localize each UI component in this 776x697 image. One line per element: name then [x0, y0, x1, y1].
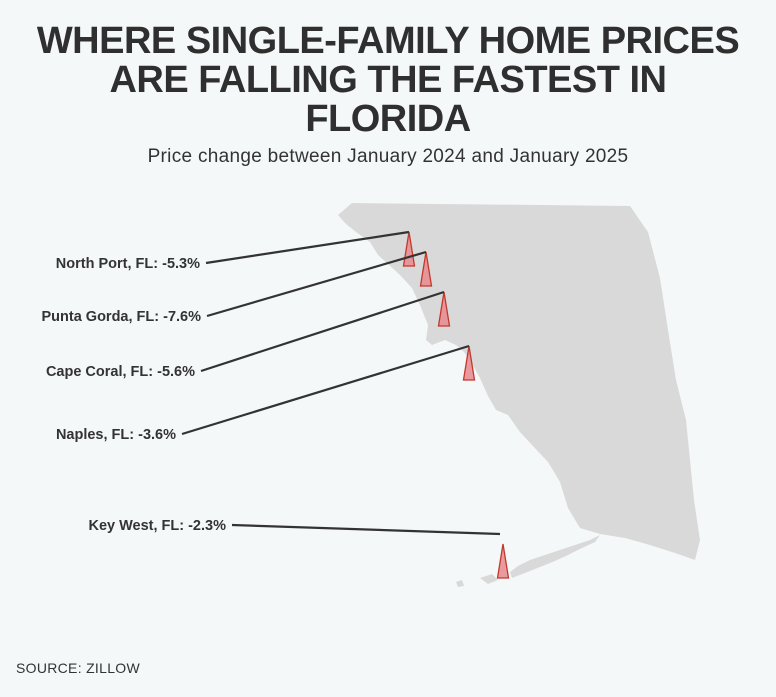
title-line-3: FLORIDA [305, 98, 471, 140]
key-west-island-shape [480, 574, 498, 584]
label-key-west-fl: Key West, FL: -2.3% [88, 518, 226, 534]
label-punta-gorda-fl: Punta Gorda, FL: -7.6% [41, 309, 201, 325]
source-note: SOURCE: ZILLOW [16, 660, 140, 676]
leader-line-key-west-fl [231, 523, 501, 536]
title-line-1: WHERE SINGLE-FAMILY HOME PRICES [36, 20, 740, 62]
marco-island-shape [656, 432, 668, 452]
marker-punta-gorda-fl [419, 251, 433, 287]
chart-title: WHERE SINGLE-FAMILY HOME PRICES ARE FALL… [0, 22, 776, 139]
dry-tortugas-shape [456, 580, 464, 587]
label-cape-coral-fl: Cape Coral, FL: -5.6% [46, 364, 195, 380]
leader-line-cape-coral-fl [200, 290, 445, 373]
leader-line-north-port-fl [205, 230, 410, 265]
title-line-2: ARE FALLING THE FASTEST IN [109, 59, 667, 101]
label-naples-fl: Naples, FL: -3.6% [56, 427, 176, 443]
leader-line-punta-gorda-fl [206, 250, 427, 318]
florida-keys-shape [510, 535, 600, 578]
marker-cape-coral-fl [437, 291, 451, 327]
leader-line-naples-fl [181, 344, 470, 436]
florida-peninsula-shape [338, 203, 700, 560]
chart-subtitle: Price change between January 2024 and Ja… [147, 146, 629, 167]
marker-key-west-fl [496, 543, 510, 579]
label-north-port-fl: North Port, FL: -5.3% [56, 256, 200, 272]
marker-naples-fl [462, 345, 476, 381]
